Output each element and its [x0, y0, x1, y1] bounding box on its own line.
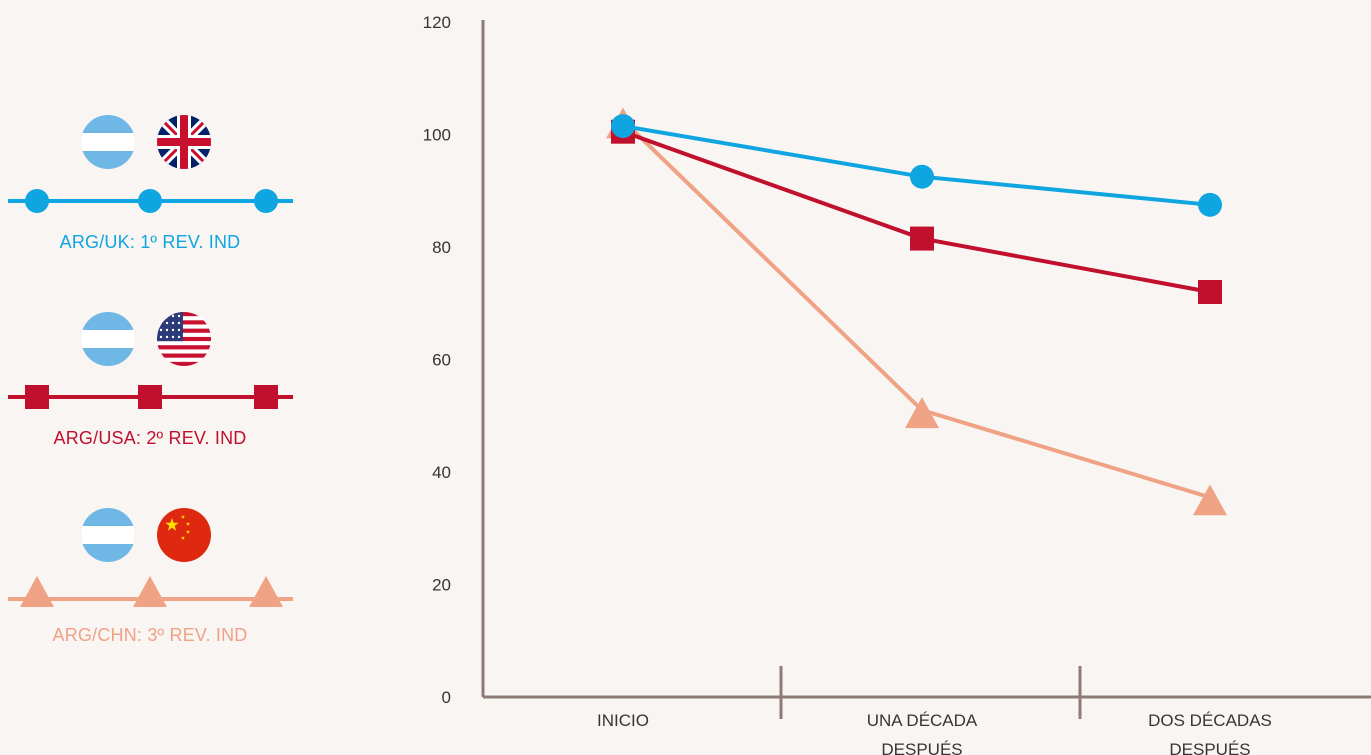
y-tick-label: 100 — [423, 126, 451, 145]
legend-marker — [138, 385, 162, 409]
data-point — [910, 164, 934, 189]
argentina-flag-icon — [81, 508, 135, 562]
legend-marker — [20, 576, 54, 607]
data-point — [1198, 280, 1222, 304]
legend-marker — [133, 576, 167, 607]
china-flag-icon — [157, 508, 211, 562]
legend-marker — [25, 385, 49, 409]
x-category-label-line: UNA DÉCADA — [867, 711, 978, 730]
series-square — [611, 119, 1222, 304]
y-tick-label: 120 — [423, 13, 451, 32]
x-category-label-line: DOS DÉCADAS — [1148, 711, 1272, 730]
legend-sample-square — [8, 312, 293, 409]
data-point — [1193, 484, 1227, 516]
legend-marker — [249, 576, 283, 607]
united-states-flag-icon — [157, 312, 211, 366]
legend: ARG/UK: 1º REV. IND ARG/USA: 2º REV. IND… — [0, 0, 300, 755]
legend-marker — [254, 385, 278, 409]
legend-marker — [254, 189, 278, 213]
x-category-label: DOS DÉCADAS DESPUÉS — [1148, 711, 1272, 755]
x-category-label-line: DESPUÉS — [881, 740, 962, 755]
x-category-label: INICIO — [597, 711, 649, 730]
data-point — [611, 114, 635, 139]
y-tick-label: 20 — [432, 576, 451, 595]
argentina-flag-icon — [81, 312, 135, 366]
legend-label-usa: ARG/USA: 2º REV. IND — [53, 428, 247, 448]
y-tick-label: 80 — [432, 238, 451, 257]
y-tick-label: 40 — [432, 463, 451, 482]
series-circle — [611, 114, 1222, 217]
data-point — [910, 226, 934, 251]
argentina-flag-icon — [81, 115, 135, 169]
legend-marker — [138, 189, 162, 213]
y-tick-label: 60 — [432, 351, 451, 370]
legend-label-chn: ARG/CHN: 3º REV. IND — [52, 625, 248, 645]
legend-sample-circle — [8, 115, 293, 213]
y-tick-label: 0 — [442, 688, 451, 707]
legend-sample-triangle — [8, 508, 293, 607]
series-line — [622, 124, 1211, 207]
x-category-label-line: INICIO — [597, 711, 649, 730]
series-line — [622, 129, 1211, 294]
data-point — [905, 397, 939, 429]
legend-marker — [25, 189, 49, 213]
x-category-label: UNA DÉCADA DESPUÉS — [867, 711, 978, 755]
united-kingdom-flag-icon — [157, 115, 211, 169]
data-point — [1198, 192, 1222, 217]
legend-label-uk: ARG/UK: 1º REV. IND — [59, 232, 241, 252]
x-category-label-line: DESPUÉS — [1169, 740, 1250, 755]
